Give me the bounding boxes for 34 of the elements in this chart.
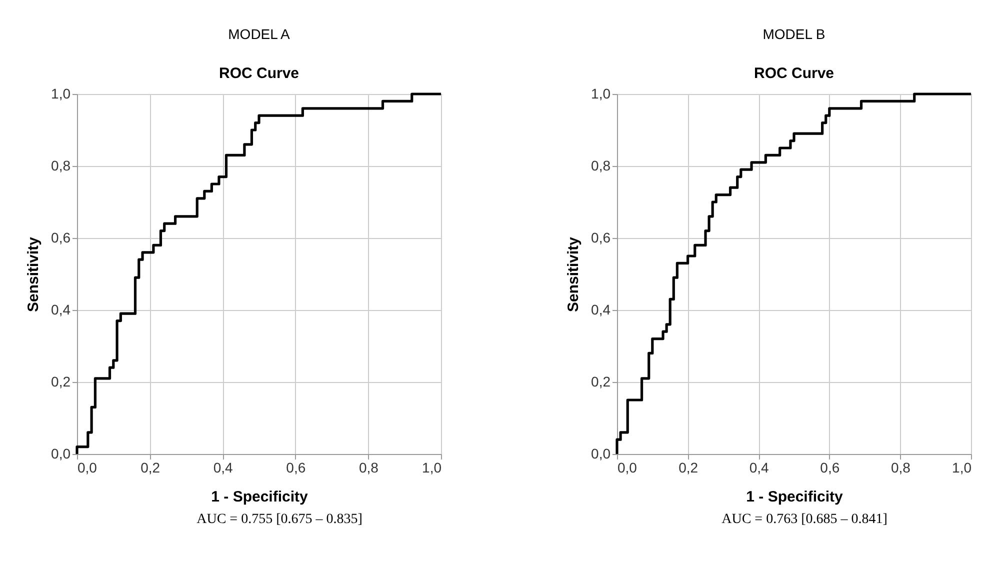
- x-axis-title: 1 - Specificity: [746, 488, 844, 506]
- y-tick-label: 0,2: [51, 374, 71, 390]
- x-tick-label: 0,2: [678, 460, 698, 476]
- x-tick-label: 0,6: [286, 460, 306, 476]
- chart-title: MODEL A: [228, 26, 291, 42]
- chart-title: MODEL B: [762, 26, 826, 42]
- y-tick-label: 0,6: [51, 230, 71, 246]
- x-tick-label: 1,0: [422, 460, 442, 476]
- y-tick-label: 0,4: [51, 302, 71, 318]
- y-tick-label: 0,0: [51, 446, 71, 462]
- chart-subtitle: ROC Curve: [754, 65, 834, 82]
- chart-subtitle: ROC Curve: [218, 65, 300, 82]
- x-tick-label: 0,8: [890, 460, 911, 476]
- y-tick-label: 0,6: [591, 230, 611, 246]
- text: AUC = 0.755 [0.675 – 0.835]: [196, 512, 364, 528]
- x-tick-label: 1,0: [952, 460, 972, 476]
- x-axis-title: 1 - Specificity: [211, 488, 309, 506]
- x-tick-label: 0,0: [618, 460, 638, 476]
- x-tick-label: 0,4: [213, 460, 234, 476]
- y-tick-label: 0,8: [51, 158, 71, 174]
- y-tick-label: 1,0: [591, 86, 611, 102]
- y-tick-label: 0,2: [591, 374, 611, 390]
- x-tick-label: 0,0: [78, 460, 98, 476]
- text: AUC = 0.763 [0.685 – 0.841]: [720, 512, 888, 528]
- x-tick-label: 0,8: [358, 460, 379, 476]
- x-tick-label: 0,6: [820, 460, 840, 476]
- x-tick-label: 0,2: [140, 460, 160, 476]
- y-tick-label: 0,4: [591, 302, 611, 318]
- y-tick-label: 0,0: [591, 446, 611, 462]
- x-tick-label: 0,4: [749, 460, 770, 476]
- y-axis-title: Sensitivity: [565, 236, 582, 312]
- y-tick-label: 1,0: [51, 86, 71, 102]
- y-axis-title: Sensitivity: [25, 236, 42, 312]
- y-tick-label: 0,8: [591, 158, 611, 174]
